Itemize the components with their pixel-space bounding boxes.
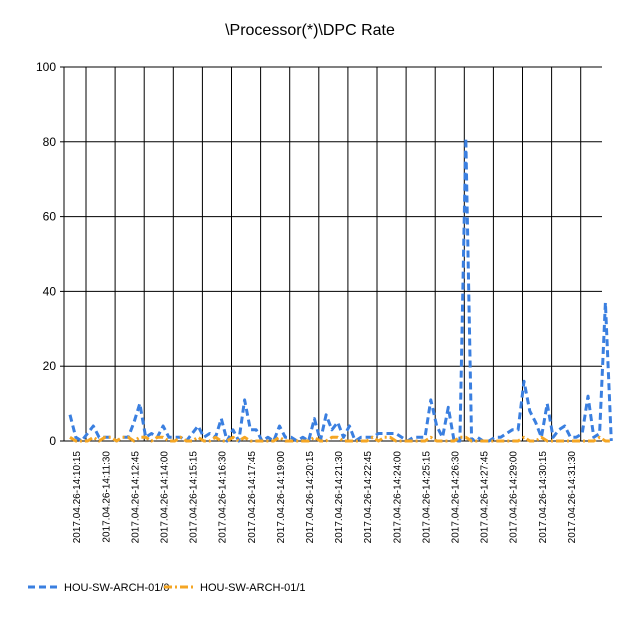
x-tick-label: 2017.04.26-14:27:45	[480, 451, 491, 544]
legend: HOU-SW-ARCH-01/0 HOU-SW-ARCH-01/1	[28, 582, 306, 594]
x-tick-label: 2017.04.26-14:17:45	[247, 451, 258, 544]
y-tick-label: 80	[43, 135, 57, 149]
x-tick-label: 2017.04.26-14:16:30	[218, 451, 229, 544]
legend-label: HOU-SW-ARCH-01/1	[200, 582, 306, 594]
x-tick-label: 2017.04.26-14:24:00	[392, 451, 403, 544]
y-tick-label: 20	[43, 359, 57, 373]
x-tick-label: 2017.04.26-14:31:30	[567, 451, 578, 544]
x-tick-label: 2017.04.26-14:20:15	[305, 451, 316, 544]
x-tick-label: 2017.04.26-14:10:15	[72, 451, 83, 544]
y-axis-tick-labels: 0 20 40 60 80 100	[36, 60, 56, 448]
x-tick-label: 2017.04.26-14:19:00	[276, 451, 287, 544]
x-tick-label: 2017.04.26-14:26:30	[450, 451, 461, 544]
x-tick-label: 2017.04.26-14:11:30	[101, 451, 112, 543]
series-line-0	[68, 136, 613, 443]
x-tick-label: 2017.04.26-14:12:45	[130, 451, 141, 544]
x-tick-label: 2017.04.26-14:21:30	[334, 451, 345, 544]
y-tick-label: 40	[43, 284, 57, 298]
x-tick-label: 2017.04.26-14:22:45	[363, 451, 374, 544]
x-tick-label: 2017.04.26-14:25:15	[421, 451, 432, 544]
y-tick-label: 0	[49, 434, 56, 448]
axes	[60, 66, 602, 442]
series-lines	[68, 136, 613, 443]
x-tick-label: 2017.04.26-14:14:00	[159, 451, 170, 544]
legend-label: HOU-SW-ARCH-01/0	[64, 582, 170, 594]
chart-title: \Processor(*)\DPC Rate	[225, 22, 395, 39]
y-tick-label: 60	[43, 210, 57, 224]
y-tick-label: 100	[36, 60, 56, 74]
grid	[64, 66, 602, 441]
x-tick-label: 2017.04.26-14:15:15	[189, 451, 200, 544]
series-line-1	[69, 435, 612, 443]
x-tick-label: 2017.04.26-14:30:15	[538, 451, 549, 544]
x-axis-tick-labels: 2017.04.26-14:10:15 2017.04.26-14:11:30 20…	[72, 451, 578, 544]
x-tick-label: 2017.04.26-14:29:00	[509, 451, 520, 544]
